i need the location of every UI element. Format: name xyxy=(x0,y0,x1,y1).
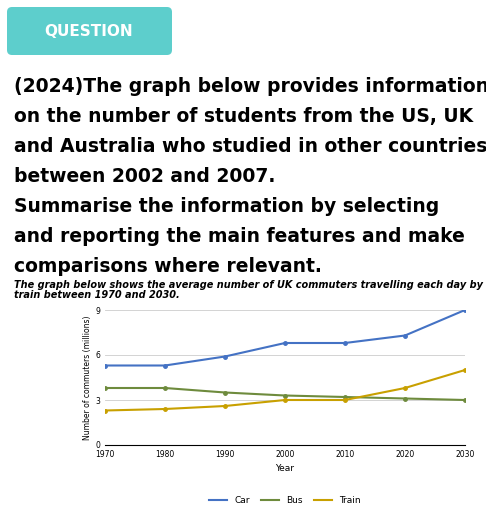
Text: Summarise the information by selecting: Summarise the information by selecting xyxy=(14,197,439,216)
Text: comparisons where relevant.: comparisons where relevant. xyxy=(14,257,322,276)
Text: QUESTION: QUESTION xyxy=(45,24,133,38)
Text: The graph below shows the average number of UK commuters travelling each day by : The graph below shows the average number… xyxy=(14,280,486,290)
Text: and reporting the main features and make: and reporting the main features and make xyxy=(14,227,465,246)
Text: between 2002 and 2007.: between 2002 and 2007. xyxy=(14,167,276,186)
FancyBboxPatch shape xyxy=(7,7,172,55)
Text: on the number of students from the US, UK: on the number of students from the US, U… xyxy=(14,107,473,126)
Text: and Australia who studied in other countries: and Australia who studied in other count… xyxy=(14,137,486,156)
Y-axis label: Number of commuters (millions): Number of commuters (millions) xyxy=(84,315,92,440)
Legend: Car, Bus, Train: Car, Bus, Train xyxy=(206,493,364,509)
X-axis label: Year: Year xyxy=(276,464,295,474)
Text: train between 1970 and 2030.: train between 1970 and 2030. xyxy=(14,290,180,300)
Text: (2024)The graph below provides information: (2024)The graph below provides informati… xyxy=(14,77,486,96)
